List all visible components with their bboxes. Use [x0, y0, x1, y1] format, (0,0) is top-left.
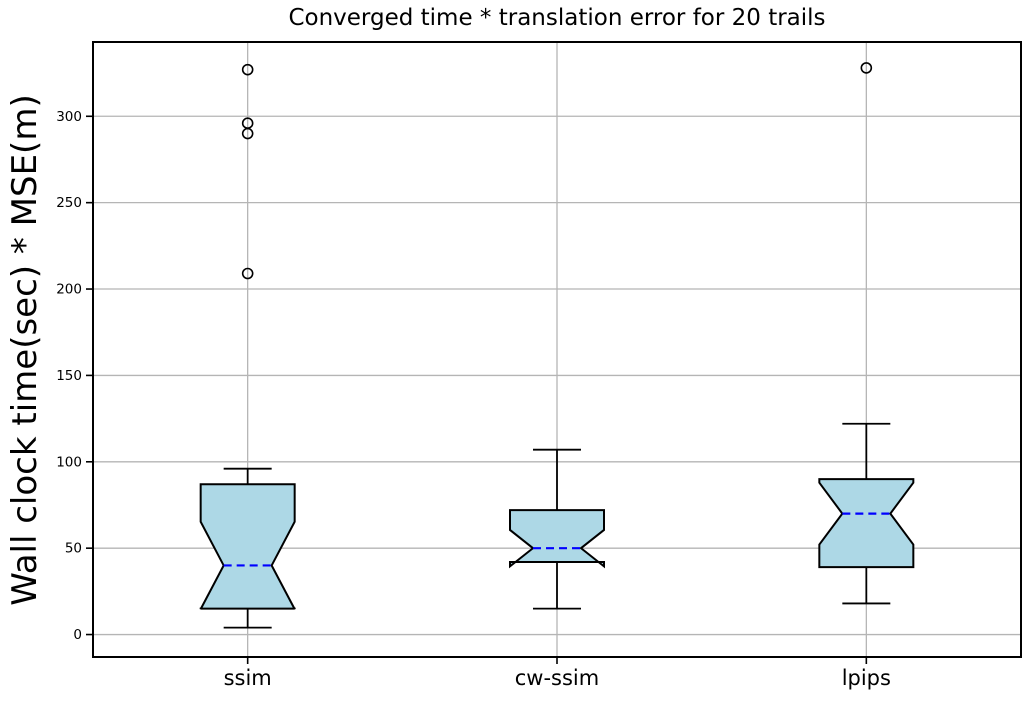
chart-title: Converged time * translation error for 2…	[288, 5, 826, 31]
x-tick-label: lpips	[842, 666, 891, 690]
boxplot-cw-ssim	[509, 448, 605, 610]
box-body	[509, 509, 605, 569]
outlier-point	[860, 62, 873, 74]
y-tick-label: 0	[73, 627, 82, 643]
y-tick-label: 50	[65, 541, 82, 557]
outlier-point	[241, 63, 254, 76]
outlier-point	[241, 117, 254, 129]
y-tick-label: 200	[56, 282, 82, 298]
boxplot-ssim	[199, 63, 296, 629]
y-tick-label: 300	[56, 109, 82, 125]
y-tick-label: 100	[56, 454, 82, 470]
boxplot-lpips	[818, 62, 915, 605]
box-body	[818, 478, 915, 569]
x-tick-label: cw-ssim	[515, 666, 599, 690]
box-body	[199, 483, 296, 610]
outlier-point	[241, 267, 254, 280]
y-tick-label: 250	[56, 195, 82, 211]
y-tick-label: 150	[56, 368, 82, 384]
x-tick-label: ssim	[224, 666, 272, 690]
